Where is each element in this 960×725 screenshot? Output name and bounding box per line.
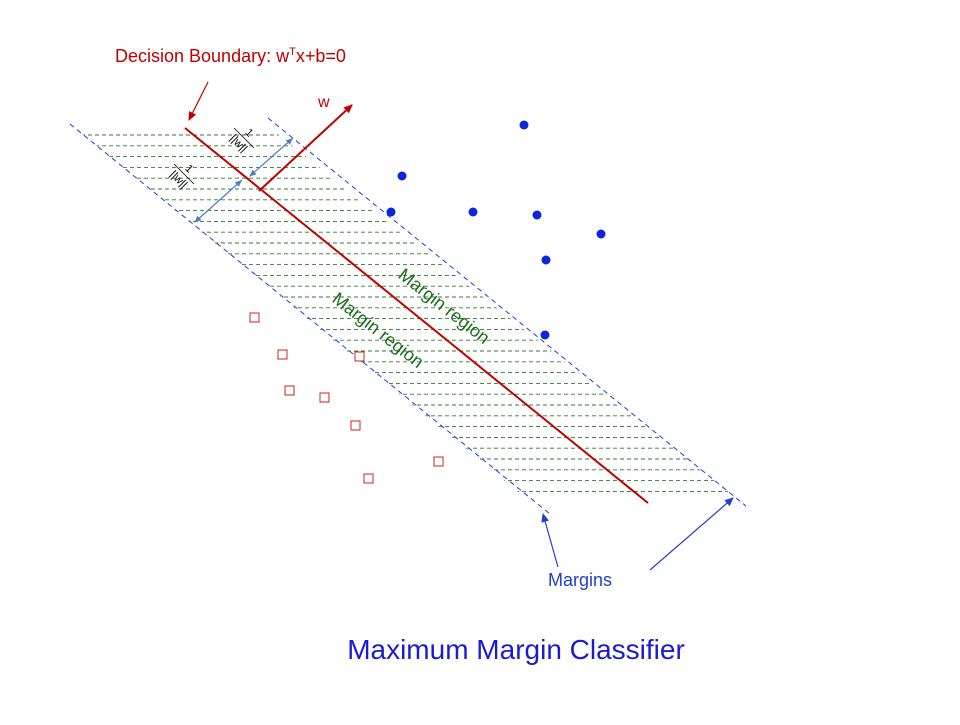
- svg-text:1: 1: [243, 127, 256, 140]
- upper-margin-width-arrow: [249, 137, 294, 177]
- positive-point: [397, 171, 407, 181]
- upper-margin-line: [267, 117, 747, 507]
- margins-label: Margins: [548, 570, 612, 590]
- positive-point: [519, 120, 529, 130]
- positive-point: [468, 207, 478, 217]
- margins-pointer-arrow-left: [541, 513, 559, 568]
- negative-point: [363, 473, 374, 484]
- margin-hatching: [70, 134, 745, 492]
- lower-margin-region-label: Margin region: [329, 288, 428, 372]
- positive-point: [540, 330, 550, 340]
- negative-point: [354, 351, 365, 362]
- lower-margin-width-arrow: [194, 179, 243, 223]
- upper-margin-region-label: Margin region: [395, 264, 494, 348]
- negative-point: [350, 420, 361, 431]
- positive-point: [596, 229, 606, 239]
- w-vector-arrow: [258, 104, 353, 192]
- boundary-pointer-arrow: [188, 81, 209, 121]
- decision-boundary-line: [184, 127, 649, 504]
- negative-point: [249, 312, 260, 323]
- negative-point: [319, 392, 330, 403]
- positive-class-points: [386, 120, 606, 340]
- negative-point: [284, 385, 295, 396]
- negative-class-points: [249, 312, 444, 484]
- negative-point: [433, 456, 444, 467]
- positive-point: [532, 210, 542, 220]
- positive-point: [541, 255, 551, 265]
- negative-point: [277, 349, 288, 360]
- svg-text:1: 1: [183, 163, 196, 176]
- positive-point: [386, 207, 396, 217]
- decision-boundary-label: Decision Boundary: wTx+b=0: [115, 46, 346, 66]
- upper-margin-width-fraction: 1 ||w||: [227, 127, 256, 155]
- lower-margin-line: [69, 123, 551, 515]
- margins-pointer-arrow-right: [649, 497, 734, 571]
- lower-margin-width-fraction: 1 ||w||: [167, 163, 196, 191]
- diagram-title: Maximum Margin Classifier: [347, 634, 685, 665]
- w-label: w: [317, 94, 330, 111]
